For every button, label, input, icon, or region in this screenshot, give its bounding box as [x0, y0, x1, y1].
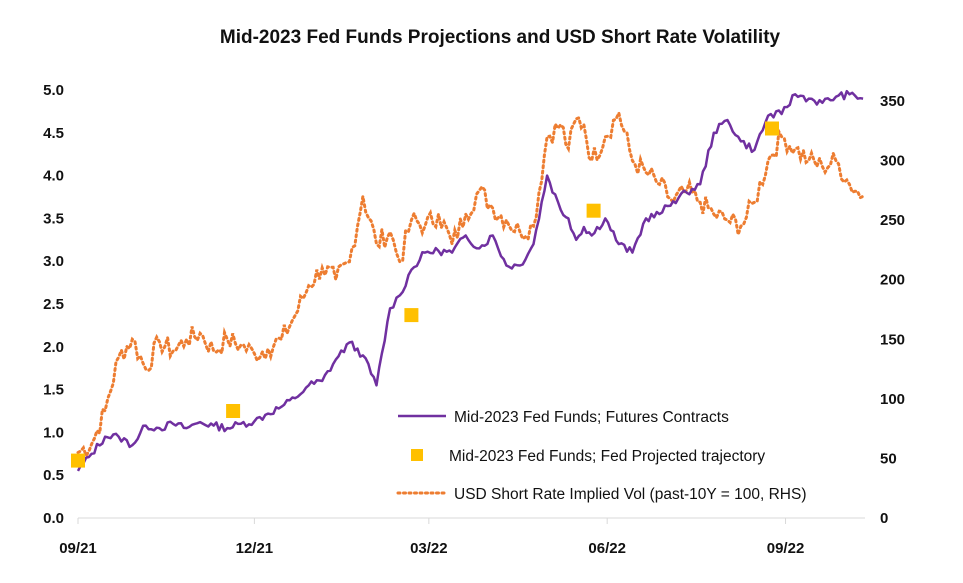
- x-tick-label: 03/22: [410, 540, 448, 557]
- series-line-implied-vol: [76, 108, 865, 460]
- y-tick-label: 0.5: [43, 467, 64, 484]
- y-tick-label: 2.0: [43, 339, 64, 356]
- series-layer: [71, 89, 865, 472]
- chart-title: Mid-2023 Fed Funds Projections and USD S…: [220, 27, 781, 48]
- legend-label-futures: Mid-2023 Fed Funds; Futures Contracts: [454, 409, 729, 426]
- x-tick-label: 06/22: [588, 540, 626, 557]
- y-tick-label: 5.0: [43, 82, 64, 99]
- y2-tick-label: 300: [880, 153, 905, 170]
- projected-marker: [226, 404, 241, 418]
- x-tick-label: 09/22: [767, 540, 805, 557]
- y-axis-ticks: 0.0 0.5 1.0 1.5 2.0 2.5 3.0 3.5 4.0 4.5 5.0: [43, 82, 64, 527]
- x-axis-ticks: 09/21 12/21 03/22 06/22 09/22: [59, 518, 804, 557]
- projected-marker: [586, 203, 601, 218]
- y-tick-label: 2.5: [43, 296, 64, 313]
- y2-tick-label: 150: [880, 331, 905, 348]
- y-tick-label: 1.0: [43, 424, 64, 441]
- y-tick-label: 0.0: [43, 510, 64, 527]
- y-tick-label: 3.0: [43, 253, 64, 270]
- projected-marker: [765, 121, 779, 136]
- y2-tick-label: 350: [880, 93, 905, 110]
- y2-tick-label: 100: [880, 391, 905, 408]
- x-tick-label: 12/21: [236, 540, 274, 557]
- y-tick-label: 4.0: [43, 168, 64, 185]
- y2-tick-label: 250: [880, 212, 905, 229]
- y2-tick-label: 50: [880, 450, 897, 467]
- legend: Mid-2023 Fed Funds; Futures Contracts Mi…: [396, 409, 807, 503]
- y2-tick-label: 0: [880, 510, 888, 527]
- legend-swatch-projected: [411, 449, 423, 461]
- y-tick-label: 3.5: [43, 210, 64, 227]
- legend-label-projected: Mid-2023 Fed Funds; Fed Projected trajec…: [449, 448, 765, 465]
- y-tick-label: 4.5: [43, 125, 64, 142]
- y2-axis-ticks: 0 50 100 150 200 250 300 350: [880, 93, 905, 527]
- projected-marker: [71, 453, 85, 468]
- y-tick-label: 1.5: [43, 382, 64, 399]
- series-line-futures: [76, 89, 864, 472]
- legend-label-implied-vol: USD Short Rate Implied Vol (past-10Y = 1…: [454, 486, 807, 503]
- x-tick-label: 09/21: [59, 540, 97, 557]
- y2-tick-label: 200: [880, 272, 905, 289]
- projected-marker: [404, 308, 419, 323]
